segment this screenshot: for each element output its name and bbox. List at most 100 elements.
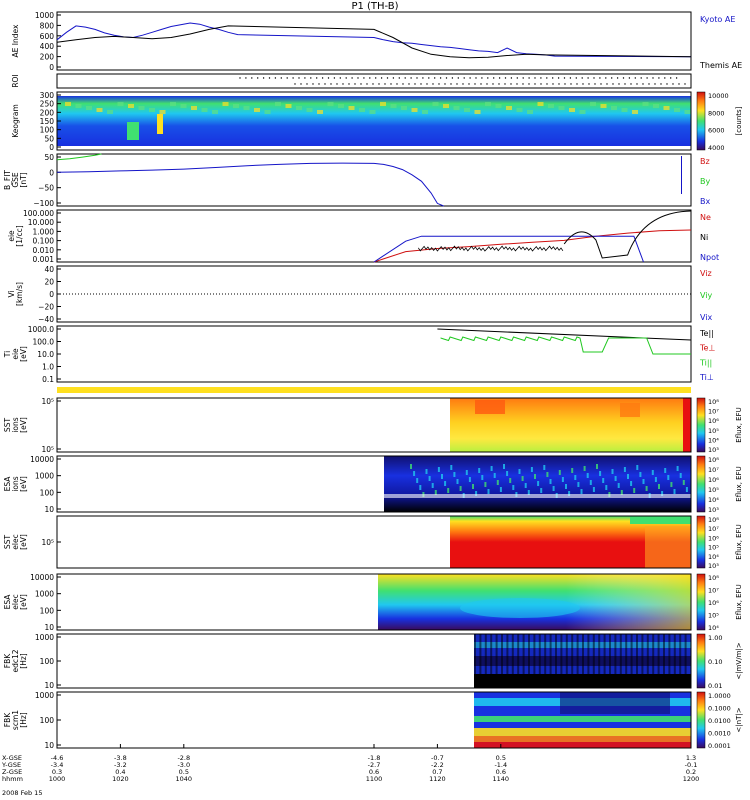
- roi-dot: [634, 77, 636, 79]
- fbk-scm-band: [474, 736, 691, 742]
- x-tick-value: 1020: [112, 775, 129, 783]
- roi-dot: [540, 83, 542, 85]
- esa-ion-speckle: [630, 481, 633, 486]
- y-axis-label: ESA: [3, 476, 12, 492]
- colorbar: [696, 515, 706, 569]
- esa-ion-speckle: [431, 483, 434, 488]
- panel-velocity: Vi [km/s] 40 20 0 −20 −40 Viz Viy Vix: [7, 265, 713, 324]
- esa-elec-blob: [460, 598, 580, 618]
- esa-ion-speckle: [685, 487, 688, 492]
- esa-ion-speckle: [428, 476, 431, 481]
- esa-ion-speckle: [444, 481, 447, 486]
- roi-dot: [330, 83, 332, 85]
- roi-dot: [618, 83, 620, 85]
- esa-ion-speckle: [568, 491, 571, 496]
- legend-entry: Vix: [700, 313, 713, 322]
- esa-ion-speckle: [465, 470, 468, 475]
- x-tick-value: -0.7: [431, 754, 444, 762]
- keogram-streak: [380, 102, 386, 106]
- esa-ion-speckle: [450, 465, 453, 470]
- panel-frame: [56, 265, 692, 323]
- status-strip: [57, 387, 691, 393]
- roi-dot: [316, 77, 318, 79]
- esa-ion-speckle: [586, 473, 589, 478]
- roi-dot: [612, 83, 614, 85]
- roi-dot: [570, 83, 572, 85]
- roi-dot: [504, 77, 507, 79]
- roi-dot: [522, 83, 524, 85]
- y-tick-label: 1000: [35, 691, 54, 700]
- series-ni: [418, 245, 564, 252]
- y-tick-label: 10: [44, 681, 54, 690]
- esa-ion-speckle: [654, 477, 657, 482]
- y-tick-label: 100: [40, 126, 55, 135]
- roi-dot: [426, 83, 428, 85]
- roi-dot: [345, 77, 347, 79]
- roi-dot: [660, 83, 662, 85]
- esa-ion-speckle: [453, 472, 456, 477]
- y-tick-label: 10: [44, 741, 54, 750]
- fbk-edc-gap: [517, 634, 520, 688]
- fbk-edc-gap: [571, 634, 574, 688]
- roi-dot: [422, 77, 424, 79]
- roi-dot: [606, 83, 608, 85]
- roi-dot: [286, 77, 288, 79]
- colorbar: [696, 91, 706, 151]
- esa-ion-speckle: [636, 465, 639, 470]
- colorbar-tick: 10³: [708, 446, 719, 454]
- x-row-label: Y-GSE: [1, 761, 21, 769]
- x-tick-value: 1140: [493, 775, 510, 783]
- roi-dot: [392, 77, 395, 79]
- esa-ion-speckle: [493, 473, 496, 478]
- y-tick-label: 40: [44, 265, 54, 274]
- keogram-streak: [369, 110, 376, 114]
- esa-ion-speckle: [592, 487, 595, 492]
- y-tick-label: 0.100: [33, 237, 55, 246]
- esa-ion-speckle: [518, 469, 521, 474]
- keogram-streak: [590, 102, 596, 106]
- y-tick-label: 1000: [35, 472, 54, 481]
- colorbar-tick: 10⁵: [708, 612, 719, 620]
- colorbar-label: [counts]: [735, 106, 743, 135]
- y-axis-label: [Hz]: [19, 712, 28, 728]
- legend-entry: Ti||: [699, 358, 712, 367]
- y-axis-label: AE Index: [11, 24, 20, 57]
- roi-dot: [516, 77, 518, 79]
- esa-ion-speckle: [623, 467, 626, 472]
- colorbar-tick: 10⁶: [708, 417, 719, 425]
- fbk-edc-gap: [484, 634, 487, 688]
- roi-dot: [318, 83, 320, 85]
- series-themis-ae: [56, 25, 692, 59]
- y-tick-label: 10: [44, 623, 54, 632]
- y-axis-label: SST: [3, 418, 12, 433]
- roi-dot: [481, 77, 483, 79]
- roi-dot: [469, 77, 471, 79]
- roi-dot: [339, 77, 341, 79]
- keogram-streak: [180, 104, 187, 108]
- fbk-scm-band: [474, 742, 691, 748]
- roi-dot: [563, 77, 566, 79]
- roi-dot: [504, 83, 506, 85]
- roi-dot: [528, 77, 530, 79]
- x-tick-value: -3.2: [114, 761, 127, 769]
- fbk-edc-gap: [679, 634, 682, 688]
- roi-dot: [363, 77, 365, 79]
- keogram-streak: [474, 110, 481, 114]
- y-tick-label: 10000: [30, 573, 54, 582]
- colorbar: [696, 397, 706, 453]
- roi-dot: [652, 77, 654, 79]
- y-tick-label: 200: [40, 108, 55, 117]
- y-tick-label: 10000: [30, 455, 54, 464]
- colorbar-tick: 10⁷: [708, 525, 719, 533]
- x-tick-value: 0.6: [496, 768, 506, 776]
- roi-dot: [386, 77, 389, 79]
- esa-ion-band: [384, 494, 691, 498]
- esa-ion-speckle: [543, 465, 546, 470]
- keogram-streak: [537, 102, 544, 106]
- colorbar-tick: 10⁵: [708, 544, 719, 552]
- esa-ion-speckle: [682, 480, 685, 485]
- esa-ion-speckle: [670, 482, 673, 487]
- roi-dot: [438, 83, 440, 85]
- sst-elec-band: [630, 516, 691, 524]
